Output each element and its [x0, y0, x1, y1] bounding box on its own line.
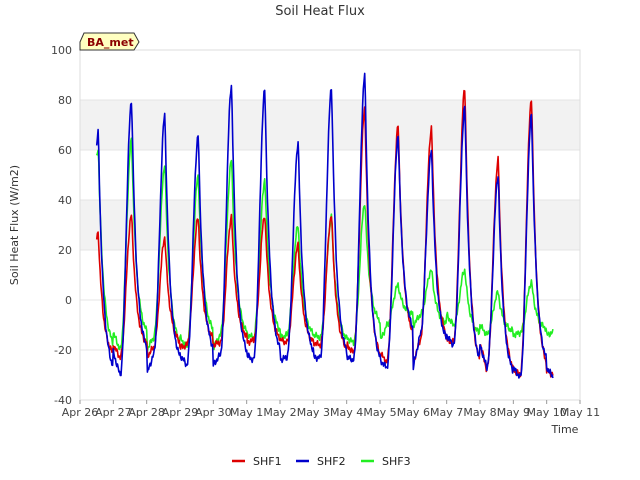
x-tick-label: Apr 29 [162, 406, 199, 419]
y-tick-label: 60 [58, 144, 72, 157]
y-axis-label: Soil Heat Flux (W/m2) [8, 165, 21, 285]
badge-label: BA_met [87, 36, 134, 49]
legend-label-shf2: SHF2 [317, 455, 346, 468]
x-tick-label: May 6 [397, 406, 430, 419]
x-tick-label: May 11 [560, 406, 600, 419]
legend-label-shf1: SHF1 [253, 455, 282, 468]
x-tick-label: May 7 [430, 406, 463, 419]
x-tick-label: Apr 26 [62, 406, 99, 419]
y-tick-label: 0 [65, 294, 72, 307]
x-tick-label: May 10 [527, 406, 567, 419]
plot-frame [79, 49, 581, 401]
x-tick-label: May 4 [330, 406, 363, 419]
badge-shape [79, 32, 140, 51]
site-badge: BA_met [79, 32, 140, 51]
y-tick-label: -40 [54, 394, 72, 407]
x-tick-label: May 1 [230, 406, 263, 419]
x-tick-label: May 5 [363, 406, 396, 419]
x-axis-label: Time [551, 423, 579, 436]
x-tick-label: May 8 [463, 406, 496, 419]
y-tick-label: 20 [58, 244, 72, 257]
x-tick-label: Apr 30 [195, 406, 232, 419]
x-tick-label: May 9 [497, 406, 530, 419]
y-tick-label: 80 [58, 94, 72, 107]
y-tick-label: -20 [54, 344, 72, 357]
y-tick-label: 40 [58, 194, 72, 207]
x-tick-label: May 3 [297, 406, 330, 419]
x-tick-label: May 2 [263, 406, 296, 419]
y-axis-ticks: -40 -20 0 20 40 60 80 100 [51, 44, 72, 407]
chart-title: Soil Heat Flux [275, 4, 365, 19]
legend-label-shf3: SHF3 [382, 455, 411, 468]
y-tick-label: 100 [51, 44, 72, 57]
x-tick-label: Apr 27 [95, 406, 132, 419]
series-lines [95, 72, 554, 379]
x-tick-label: Apr 28 [128, 406, 165, 419]
legend: SHF1 SHF2 SHF3 [232, 455, 411, 468]
series-line-shf2 [95, 72, 554, 379]
